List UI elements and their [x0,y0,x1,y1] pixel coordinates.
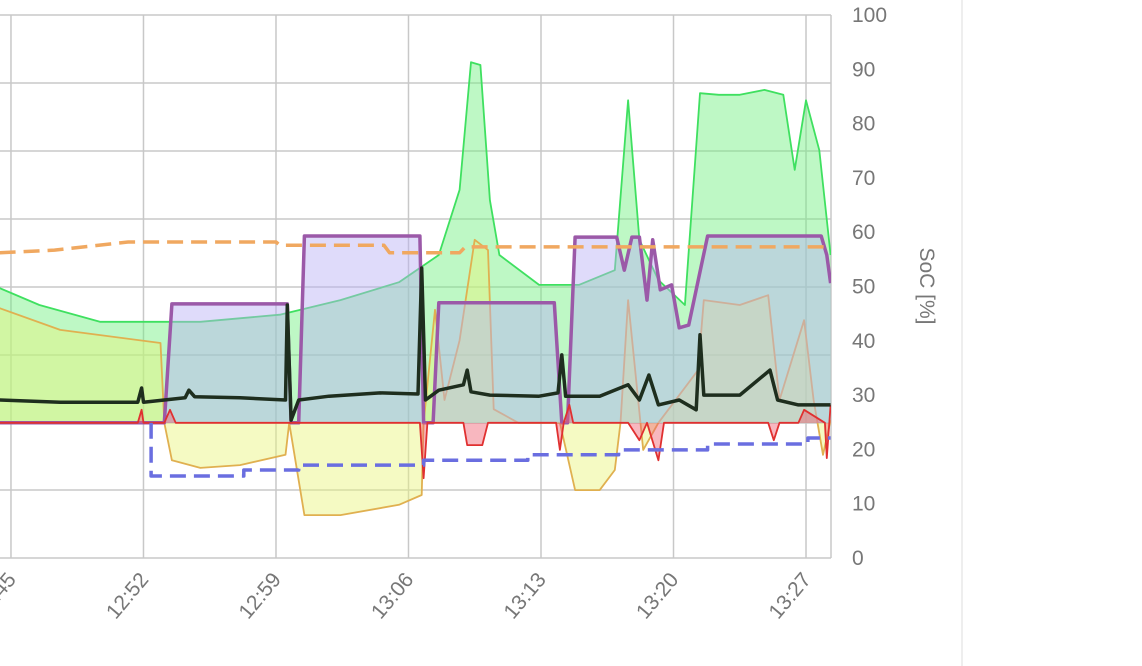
y-tick-label: 50 [852,276,875,299]
y-tick-label: 30 [852,384,875,407]
y-tick-label: 0 [852,547,864,570]
series-line [0,266,831,422]
x-tick-label: 13:20 [632,568,683,623]
series-line [149,422,831,478]
area-fill [0,239,831,516]
y-tick-label: 70 [852,167,875,190]
y-tick-label: 90 [852,58,875,81]
x-tick-label: 12:45 [0,568,21,623]
area-line [0,61,831,323]
area-line [0,238,831,516]
y-tick-label: 100 [852,4,887,27]
y-tick-label: 10 [852,493,875,516]
y-tick-label: 60 [852,221,875,244]
x-tick-label: 12:52 [102,568,153,623]
x-tick-label: 13:13 [499,568,550,623]
area-fill [0,236,831,423]
x-tick-label: 12:59 [234,568,285,623]
x-tick-label: 13:06 [367,568,418,623]
y-tick-label: 20 [852,438,875,461]
area-line [0,404,831,480]
series-line [0,240,831,255]
x-tick-label: 13:27 [764,568,815,623]
y-tick-label: 80 [852,113,875,136]
area-fill [0,62,831,423]
plot-area [0,61,831,516]
y-axis-title: SoC [%] [915,247,938,324]
y-tick-label: 40 [852,330,875,353]
grid [0,14,832,559]
